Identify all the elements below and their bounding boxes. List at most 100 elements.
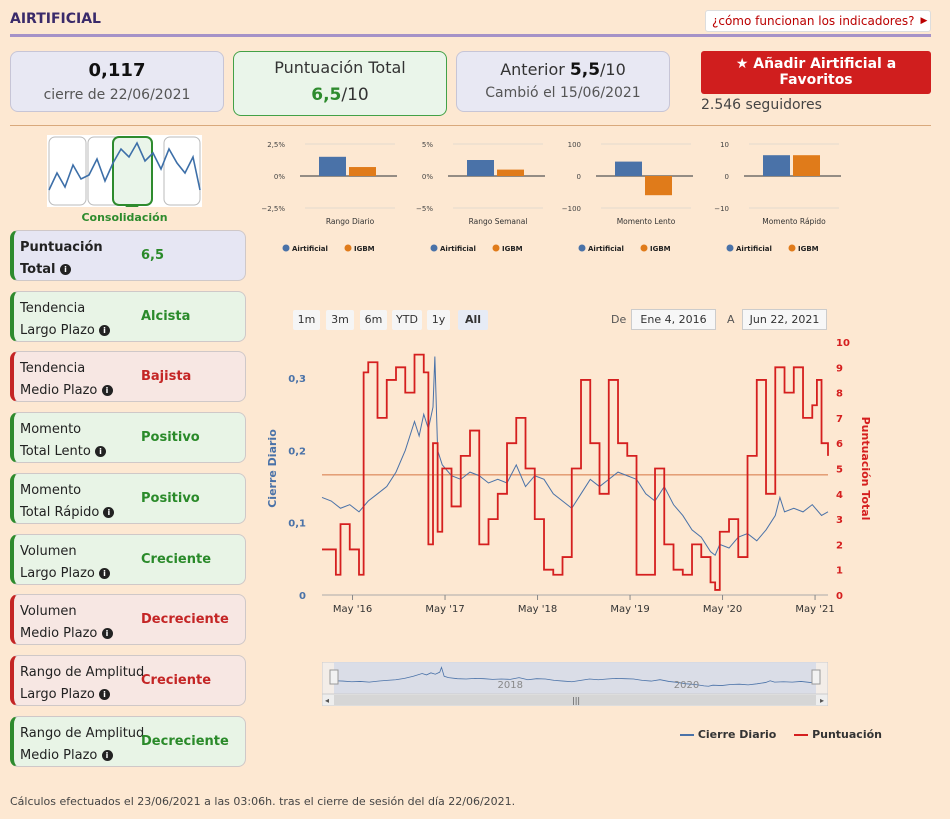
y2-tick-label: 2 (836, 540, 843, 551)
indicator-value: Creciente (141, 551, 212, 567)
mini-tick-label: −5% (416, 205, 433, 213)
mini-bar (497, 169, 524, 176)
info-icon[interactable]: i (99, 324, 110, 336)
y-tick-label: 0 (299, 591, 306, 602)
range-button-6m[interactable]: 6m (360, 310, 387, 330)
y2-tick-label: 5 (836, 465, 843, 476)
legend-dot (430, 244, 438, 252)
indicator-value: Decreciente (141, 612, 229, 628)
x-tick-label: May '20 (703, 604, 742, 615)
mini-legend-label: IGBM (502, 245, 523, 253)
range-button-all[interactable]: All (458, 310, 488, 330)
indicator-label-line2: Total Rápido (20, 504, 100, 520)
info-icon[interactable]: i (60, 264, 72, 275)
indicator-value: Bajista (141, 369, 192, 385)
mini-legend-label: IGBM (354, 245, 375, 253)
phase-thumbnail (47, 135, 202, 212)
indicator-label: Tendencia Largo Plazo i (20, 298, 150, 342)
mini-legend-label: Airtificial (440, 245, 476, 253)
y2-tick-label: 10 (836, 338, 850, 349)
indicator-label-line2: Medio Plazo (20, 626, 98, 642)
y2-tick-label: 7 (836, 414, 843, 425)
mini-tick-label: 10 (720, 141, 729, 149)
indicator-value: Alcista (141, 308, 191, 324)
mini-bar (349, 167, 376, 176)
indicator-label-line1: Tendencia (20, 361, 86, 377)
series-close-line (321, 356, 829, 557)
indicator-label-line1: Tendencia (20, 300, 86, 316)
navigator-tick-label: 2020 (674, 680, 699, 691)
x-tick-label: May '18 (518, 604, 557, 615)
page-title: AIRTIFICIAL (10, 11, 101, 27)
indicator-card: Rango de Amplitud Largo Plazo i Creciente (10, 654, 246, 706)
previous-score-card: Anterior 5,5/10 Cambió el 15/06/2021 (456, 51, 670, 112)
range-button-1y[interactable]: 1y (427, 310, 450, 330)
previous-score-label: Anterior (500, 60, 570, 79)
mini-chart-xlabel: Rango Diario (326, 217, 375, 226)
indicator-label: Rango de Amplitud Medio Plazo i (20, 723, 150, 767)
scrollbar-grip-icon: ||| (572, 696, 580, 705)
info-icon[interactable]: i (101, 385, 113, 397)
legend-score-label[interactable]: Puntuación (812, 728, 882, 741)
range-button-1m[interactable]: 1m (293, 310, 320, 330)
y2-tick-label: 6 (836, 439, 843, 450)
mini-chart-xlabel: Rango Semanal (469, 217, 528, 226)
mini-legend-label: IGBM (798, 245, 819, 253)
indicator-label-line2: Largo Plazo (20, 565, 95, 581)
info-icon[interactable]: i (101, 749, 113, 761)
total-score-denominator: /10 (341, 85, 369, 105)
info-icon[interactable]: i (94, 446, 106, 458)
date-from-input[interactable]: Ene 4, 2016 (631, 309, 716, 330)
previous-score-value: 5,5 (569, 60, 601, 80)
mini-tick-label: 100 (568, 141, 581, 149)
navigator-handle (811, 669, 821, 685)
indicator-card: Momento Total Lento i Positivo (10, 412, 246, 464)
legend-score-swatch (794, 734, 809, 736)
date-from-label: De (611, 313, 627, 326)
info-icon[interactable]: i (99, 567, 110, 579)
mini-chart-4: 10 0 −10 Momento Rápido Airtificial IGBM (714, 141, 841, 253)
mini-legend-label: IGBM (650, 245, 671, 253)
navigator-window (334, 662, 816, 694)
mini-tick-label: −2,5% (261, 205, 285, 213)
info-icon[interactable]: i (103, 506, 115, 518)
date-to-input[interactable]: Jun 22, 2021 (742, 309, 827, 330)
navigator[interactable]: 2018 2020 ||| ◂ ▸ (322, 662, 828, 706)
followers-count: 2.546 seguidores (701, 97, 822, 113)
navigator-scrollbar-thumb (334, 695, 816, 705)
footer-note: Cálculos efectuados el 23/06/2021 a las … (10, 795, 516, 808)
mini-tick-label: 0 (725, 173, 729, 181)
info-icon[interactable]: i (99, 688, 110, 700)
range-button-ytd[interactable]: YTD (392, 310, 422, 330)
indicator-label: Momento Total Lento i (20, 419, 150, 463)
indicator-label-line2: Largo Plazo (20, 686, 95, 702)
navigator-handle (329, 669, 339, 685)
indicator-card: Volumen Medio Plazo i Decreciente (10, 594, 246, 646)
total-score-card: Puntuación Total 6,5/10 (233, 51, 447, 116)
mini-tick-label: −10 (714, 205, 729, 213)
mini-legend-label: Airtificial (588, 245, 624, 253)
x-tick-label: May '16 (333, 604, 372, 615)
indicator-label-line1: Puntuación (20, 240, 103, 255)
indicator-label: Volumen Medio Plazo i (20, 601, 150, 645)
price-value: 0,117 (88, 60, 146, 81)
indicator-card: Puntuación Total i 6,5 (10, 230, 246, 281)
scroll-left-icon: ◂ (325, 696, 329, 705)
mini-chart-1: 2,5% 0% −2,5% Rango Diario Airtificial IGBM (261, 141, 397, 253)
range-button-3m[interactable]: 3m (326, 310, 354, 330)
legend-close-label[interactable]: Cierre Diario (697, 728, 777, 741)
indicator-label: Tendencia Medio Plazo i (20, 358, 150, 402)
indicator-label-line2: Total (20, 262, 56, 277)
header-divider (10, 34, 931, 37)
add-favorites-button[interactable]: ★ Añadir Airtificial a Favoritos (701, 51, 931, 94)
navigator-tick-label: 2018 (498, 680, 523, 691)
y2-tick-label: 1 (836, 566, 843, 577)
mini-bar (319, 156, 346, 176)
info-icon[interactable]: i (101, 628, 113, 640)
star-icon: ★ (735, 56, 749, 72)
how-indicators-link[interactable]: ¿cómo funcionan los indicadores? ▶ (705, 10, 931, 32)
price-card: 0,117 cierre de 22/06/2021 (10, 51, 224, 112)
mini-bar (467, 160, 494, 176)
series-score-line (322, 353, 829, 591)
y2-axis-title: Puntuación Total (859, 417, 872, 521)
